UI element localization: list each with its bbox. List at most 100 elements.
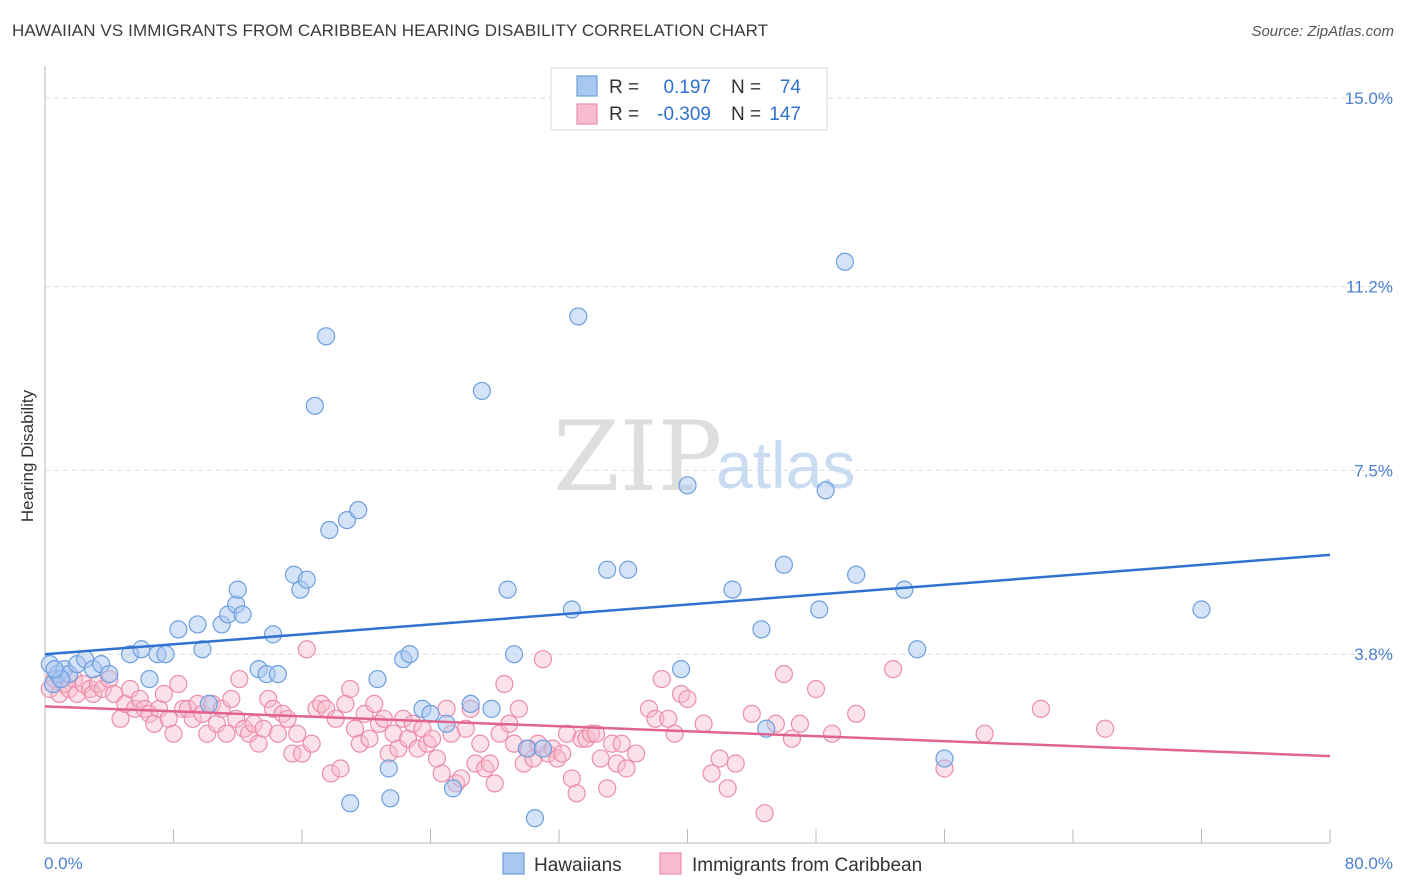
caribbean-point <box>726 754 745 773</box>
hawaiian-point <box>461 694 480 714</box>
caribbean-point <box>259 689 278 709</box>
bottom-legend: Hawaiians Immigrants from Caribbean <box>502 852 922 876</box>
hawaiian-point <box>193 640 212 659</box>
caribbean-point <box>263 699 283 718</box>
caribbean-point <box>408 739 427 758</box>
hawaiian-point <box>45 660 64 679</box>
hawaiian-point <box>379 759 398 778</box>
hawaiian-point <box>305 396 324 415</box>
caribbean-point <box>639 699 659 718</box>
caribbean-point <box>350 734 369 753</box>
hawaiian-point <box>562 600 581 619</box>
caribbean-point <box>806 679 826 699</box>
legend-n-value-1: 74 <box>780 77 802 98</box>
caribbean-point <box>652 669 671 689</box>
hawaiian-point <box>472 381 491 401</box>
caribbean-point <box>164 724 183 743</box>
caribbean-point <box>702 764 721 783</box>
hawaiian-point <box>341 794 360 813</box>
caribbean-point <box>598 779 617 798</box>
hawaiian-point <box>263 625 283 644</box>
caribbean-point <box>432 764 451 783</box>
legend-n-label-2: N = <box>731 104 761 125</box>
caribbean-point <box>121 679 140 699</box>
caribbean-point <box>557 724 577 743</box>
legend-swatch-hawaiians <box>576 75 598 97</box>
caribbean-point <box>718 779 737 798</box>
hawaiian-point <box>752 620 771 639</box>
hawaiian-point <box>533 739 553 758</box>
caribbean-point <box>198 724 217 743</box>
caribbean-point <box>169 674 188 694</box>
caribbean-point <box>230 669 249 689</box>
hawaiian-point <box>816 481 835 500</box>
watermark: ZIP atlas <box>553 401 855 513</box>
hawaiian-point <box>443 779 463 798</box>
caribbean-point <box>533 650 553 669</box>
caribbean-point <box>782 729 802 748</box>
hawaiian-point <box>569 307 588 326</box>
caribbean-point <box>360 729 379 748</box>
legend-n-value-2: 147 <box>769 104 801 125</box>
hawaiian-point <box>297 570 316 589</box>
hawaiian-point <box>368 669 387 689</box>
x-tick-labels: 0.0% 80.0% <box>44 854 1393 873</box>
hawaiian-point <box>774 555 793 574</box>
hawaiian-point <box>349 501 368 520</box>
caribbean-point <box>847 704 866 723</box>
chart-title: HAWAIIAN VS IMMIGRANTS FROM CARIBBEAN HE… <box>12 21 769 40</box>
caribbean-point <box>331 759 350 778</box>
hawaiian-point <box>316 327 336 346</box>
caribbean-point <box>678 689 697 709</box>
hawaiian-point <box>895 580 914 599</box>
hawaiian-points <box>40 252 1211 828</box>
hawaiian-point <box>268 664 288 684</box>
axes <box>44 66 1331 844</box>
caribbean-point <box>617 759 636 778</box>
caribbean-point <box>268 724 288 743</box>
caribbean-point <box>646 709 665 728</box>
caribbean-point <box>292 744 312 763</box>
caribbean-point <box>626 744 646 763</box>
legend-n-label-1: N = <box>731 77 761 98</box>
bottom-legend-swatch-caribbean <box>659 852 682 875</box>
caribbean-point <box>365 694 384 714</box>
bottom-legend-hawaiians: Hawaiians <box>534 855 622 876</box>
caribbean-point <box>278 709 297 728</box>
caribbean-point <box>509 699 528 718</box>
caribbean-point <box>612 734 631 753</box>
hawaiian-point <box>525 809 545 828</box>
y-tick-label: 11.2% <box>1346 278 1393 297</box>
source-label: Source: ZipAtlas.com <box>1251 23 1394 40</box>
caribbean-point <box>222 689 241 709</box>
hawaiian-point <box>437 714 456 733</box>
caribbean-point <box>567 784 586 803</box>
caribbean-point <box>591 749 610 768</box>
hawaiian-point <box>233 605 252 624</box>
caribbean-points <box>40 640 1115 823</box>
hawaiian-point <box>188 615 207 634</box>
hawaiian-point <box>100 664 119 684</box>
caribbean-point <box>84 684 103 704</box>
hawaiian-point <box>140 669 159 689</box>
caribbean-point <box>154 684 173 704</box>
hawaiian-point <box>169 620 188 639</box>
hawaiian-point <box>381 789 400 808</box>
hawaiian-point <box>517 739 536 758</box>
caribbean-point <box>130 689 149 709</box>
caribbean-point <box>883 660 903 679</box>
caribbean-point <box>217 724 236 743</box>
caribbean-point <box>665 724 684 743</box>
caribbean-point <box>975 724 994 743</box>
caribbean-point <box>288 724 307 743</box>
caribbean-point <box>582 724 601 743</box>
caribbean-point <box>495 674 514 694</box>
caribbean-point <box>553 744 572 763</box>
y-tick-labels: 3.8% 7.5% 11.2% 15.0% <box>1345 89 1393 664</box>
hawaiian-point <box>598 560 617 579</box>
hawaiian-point <box>935 749 954 768</box>
x-tick-label-max: 80.0% <box>1345 854 1393 873</box>
caribbean-point <box>283 744 302 763</box>
y-tick-label: 15.0% <box>1345 89 1393 108</box>
caribbean-point <box>790 714 810 733</box>
